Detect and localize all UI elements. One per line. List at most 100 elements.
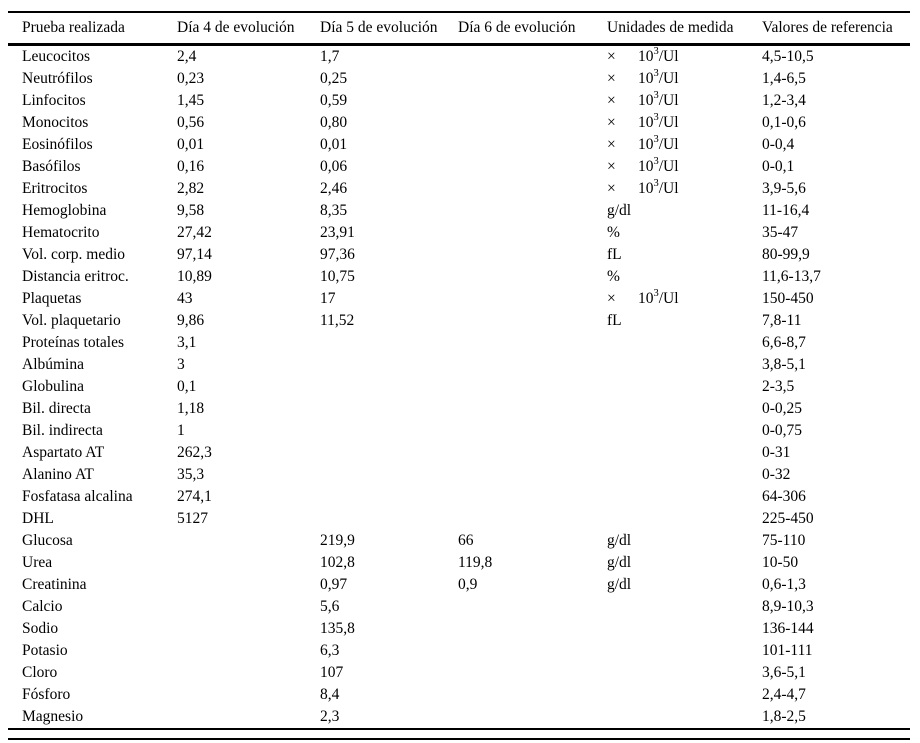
day4-value-cell: 3	[177, 356, 185, 373]
table-row: Monocitos 0,56 0,80 × 103/Ul 0,1-0,6	[8, 112, 910, 134]
day4-value-cell: 2,82	[177, 180, 205, 197]
day4-value-cell: 27,42	[177, 224, 212, 241]
day4-value-cell: 0,56	[177, 114, 205, 131]
table-row: Eosinófilos 0,01 0,01 × 103/Ul 0-0,4	[8, 134, 910, 156]
day4-value-cell: 1	[177, 422, 185, 439]
unit-cell: × 103/Ul	[607, 134, 762, 156]
unit-text: 103/Ul	[638, 111, 679, 131]
test-name-cell: Magnesio	[22, 708, 84, 725]
unit-cell	[607, 354, 762, 376]
day4-value-cell: 35,3	[177, 466, 205, 483]
test-name-cell: Aspartato AT	[22, 444, 105, 461]
day5-value-cell: 0,80	[320, 114, 348, 131]
test-name-cell: Neutrófilos	[22, 70, 93, 87]
unit-text: %	[607, 268, 620, 285]
multiplier-sign: ×	[607, 158, 616, 175]
day4-value-cell: 2,4	[177, 48, 197, 65]
reference-range-cell: 1,4-6,5	[762, 70, 806, 87]
reference-range-cell: 2-3,5	[762, 378, 795, 395]
test-name-cell: Proteínas totales	[22, 334, 125, 351]
table-row: Leucocitos 2,4 1,7 × 103/Ul 4,5-10,5	[8, 46, 910, 68]
test-name-cell: Potasio	[22, 642, 68, 659]
unit-text: 103/Ul	[638, 67, 679, 87]
day4-value-cell: 1,18	[177, 400, 205, 417]
day4-value-cell	[177, 662, 320, 684]
day4-value-cell: 43	[177, 290, 193, 307]
unit-text: 103/Ul	[638, 133, 679, 153]
unit-exponent: 3	[653, 287, 659, 299]
day5-value-cell	[320, 376, 458, 398]
day6-value-cell	[458, 178, 607, 200]
unit-cell: g/dl	[607, 530, 762, 552]
day6-value-cell	[458, 464, 607, 486]
column-header-referencia: Valores de referencia	[762, 19, 893, 36]
day6-value-cell	[458, 46, 607, 68]
unit-cell	[607, 662, 762, 684]
table-row: Vol. plaquetario 9,86 11,52 fL 7,8-11	[8, 310, 910, 332]
day5-value-cell: 97,36	[320, 246, 355, 263]
unit-cell: × 103/Ul	[607, 178, 762, 200]
bottom-rule	[8, 738, 910, 740]
reference-range-cell: 0-32	[762, 466, 791, 483]
unit-text: g/dl	[607, 532, 632, 549]
day4-value-cell: 1,45	[177, 92, 205, 109]
table-row: Hemoglobina 9,58 8,35 g/dl 11-16,4	[8, 200, 910, 222]
unit-cell: × 103/Ul	[607, 68, 762, 90]
day6-value-cell	[458, 156, 607, 178]
unit-cell: × 103/Ul	[607, 90, 762, 112]
day6-value-cell	[458, 442, 607, 464]
table-row: Distancia eritroc. 10,89 10,75 % 11,6-13…	[8, 266, 910, 288]
table-row: Alanino AT 35,3 0-32	[8, 464, 910, 486]
day6-value-cell	[458, 332, 607, 354]
day5-value-cell	[320, 442, 458, 464]
table-row: Albúmina 3 3,8-5,1	[8, 354, 910, 376]
column-header-dia6: Día 6 de evolución	[458, 19, 576, 36]
unit-exponent: 3	[653, 111, 659, 123]
day4-value-cell: 9,58	[177, 202, 205, 219]
unit-cell	[607, 442, 762, 464]
day6-value-cell: 119,8	[458, 554, 493, 571]
day6-value-cell	[458, 398, 607, 420]
day6-value-cell	[458, 640, 607, 662]
reference-range-cell: 35-47	[762, 224, 799, 241]
day5-value-cell: 23,91	[320, 224, 355, 241]
day5-value-cell: 135,8	[320, 620, 355, 637]
test-name-cell: Alanino AT	[22, 466, 94, 483]
unit-text: 103/Ul	[638, 89, 679, 109]
reference-range-cell: 0-0,4	[762, 136, 795, 153]
day4-value-cell: 0,23	[177, 70, 205, 87]
unit-cell	[607, 464, 762, 486]
column-header-dia4: Día 4 de evolución	[177, 19, 295, 36]
table-row: Plaquetas 43 17 × 103/Ul 150-450	[8, 288, 910, 310]
test-name-cell: Plaquetas	[22, 290, 82, 307]
table-row: Bil. directa 1,18 0-0,25	[8, 398, 910, 420]
table-row: Hematocrito 27,42 23,91 % 35-47	[8, 222, 910, 244]
unit-exponent: 3	[653, 133, 659, 145]
day5-value-cell: 10,75	[320, 268, 355, 285]
day4-value-cell	[177, 574, 320, 596]
day6-value-cell	[458, 508, 607, 530]
unit-exponent: 3	[653, 89, 659, 101]
day4-value-cell	[177, 596, 320, 618]
unit-cell	[607, 398, 762, 420]
unit-cell: %	[607, 222, 762, 244]
day5-value-cell	[320, 332, 458, 354]
table-row: DHL 5127 225-450	[8, 508, 910, 530]
reference-range-cell: 0-31	[762, 444, 791, 461]
day6-value-cell	[458, 354, 607, 376]
table-row: Bil. indirecta 1 0-0,75	[8, 420, 910, 442]
day6-value-cell: 0,9	[458, 576, 478, 593]
day5-value-cell: 1,7	[320, 48, 340, 65]
test-name-cell: Hemoglobina	[22, 202, 107, 219]
day5-value-cell	[320, 464, 458, 486]
test-name-cell: Bil. indirecta	[22, 422, 103, 439]
unit-cell	[607, 706, 762, 728]
test-name-cell: Vol. plaquetario	[22, 312, 121, 329]
test-name-cell: Glucosa	[22, 532, 73, 549]
day5-value-cell: 0,01	[320, 136, 348, 153]
test-name-cell: Cloro	[22, 664, 58, 681]
day4-value-cell: 262,3	[177, 444, 212, 461]
test-name-cell: Fósforo	[22, 686, 71, 703]
day4-value-cell: 0,16	[177, 158, 205, 175]
bottom-gap	[8, 730, 910, 738]
